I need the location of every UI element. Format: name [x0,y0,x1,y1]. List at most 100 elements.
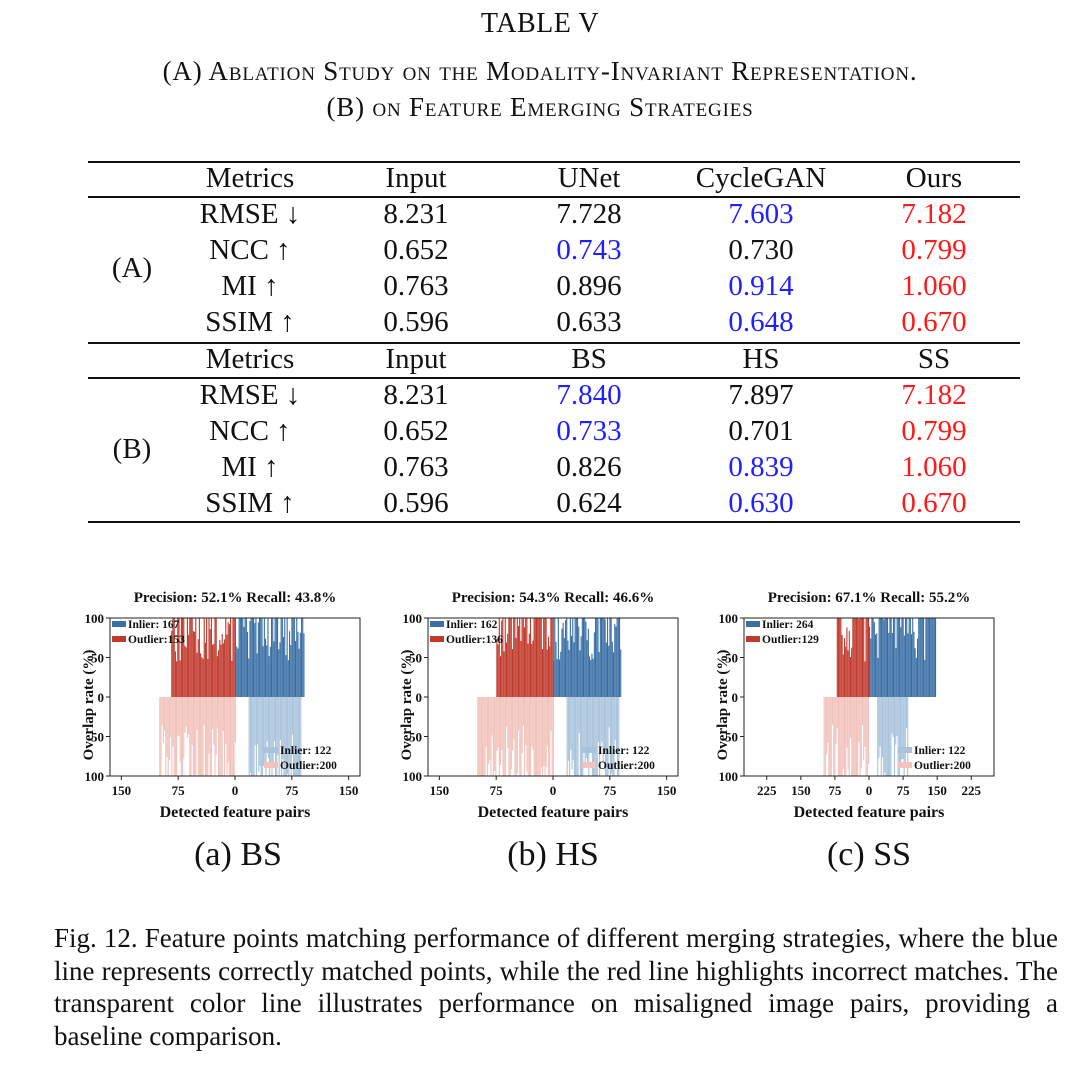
bar [495,697,497,776]
column-header: BS [571,343,607,375]
bar [923,618,925,697]
legend-label: Inlier: 167 [128,619,180,631]
x-tick-label: 75 [172,783,186,798]
bar [213,643,215,697]
bar [902,618,904,697]
bar [895,648,897,697]
bar [620,649,622,697]
bar [591,653,593,697]
bar [191,697,193,745]
column-header: CycleGAN [695,162,827,194]
bar [185,697,187,727]
bar [931,618,933,697]
bar [261,697,263,776]
chart-title: Precision: 52.1% Recall: 43.8% [134,590,337,606]
metric-name: MI ↑ [221,451,279,483]
bar [873,622,875,697]
bar [825,697,828,755]
bar [206,697,208,776]
bar [194,697,196,776]
x-tick-label: 150 [657,783,677,798]
bar [273,641,275,697]
bar [619,618,621,697]
y-tick-label: 50 [725,651,738,666]
bar [848,631,850,697]
bar [192,697,194,776]
bar [895,697,897,745]
bar [303,633,305,697]
bar [561,628,563,697]
bar [605,642,607,697]
bar [534,697,536,776]
x-tick-label: 0 [866,783,873,798]
bar [538,618,540,697]
legend-swatch [746,636,760,642]
bar [263,697,265,766]
series-outlier-misaligned [159,697,236,776]
metric-value: 0.839 [728,451,794,483]
metric-value: 0.596 [383,487,449,519]
bar [278,697,280,776]
bar [260,697,262,776]
bar [502,618,504,697]
bar [178,697,180,736]
bar [905,697,908,729]
bar [259,697,261,767]
series-outlier [496,618,554,697]
bar [854,697,856,776]
bar [278,649,280,697]
bar [852,618,854,697]
bar [905,618,907,697]
x-tick-label: 150 [927,783,947,798]
y-tick-label: 0 [416,690,423,705]
bar [177,618,179,697]
bar [168,697,170,760]
bar [264,697,266,765]
bar [860,697,862,769]
bar [839,618,841,697]
bar [548,697,550,776]
bar [196,697,198,730]
bar [281,618,283,697]
bar [293,618,295,697]
bar [848,697,850,776]
bar [615,626,617,697]
bar [611,697,613,774]
y-tick-label: 50 [409,651,422,666]
bar [566,618,568,697]
bar [912,618,914,697]
bar [228,697,230,776]
metric-value: 0.799 [901,234,967,266]
y-tick-label: 100 [85,769,105,784]
bar [230,697,232,776]
bar [604,619,606,697]
series-inlier [553,618,622,697]
bar [830,697,832,776]
bar [282,697,284,760]
bar [496,638,498,697]
bar [837,618,840,697]
bar [176,661,178,697]
bar [575,697,577,776]
bar [551,697,553,776]
bar [227,697,229,763]
bar [599,697,601,776]
bar [296,618,298,697]
metric-value: 1.060 [901,451,967,483]
bar [209,697,211,776]
bar [524,697,526,776]
bar [248,658,250,697]
bar [550,618,552,697]
bar [265,638,267,697]
bar [615,697,617,754]
bar [569,697,571,776]
bar [840,697,842,776]
bar [179,697,181,763]
header-rule [88,196,1020,198]
bar [526,697,528,772]
bar [186,697,188,738]
bar [507,633,509,697]
bar [846,697,848,748]
bar [213,697,215,745]
bar [896,618,898,697]
